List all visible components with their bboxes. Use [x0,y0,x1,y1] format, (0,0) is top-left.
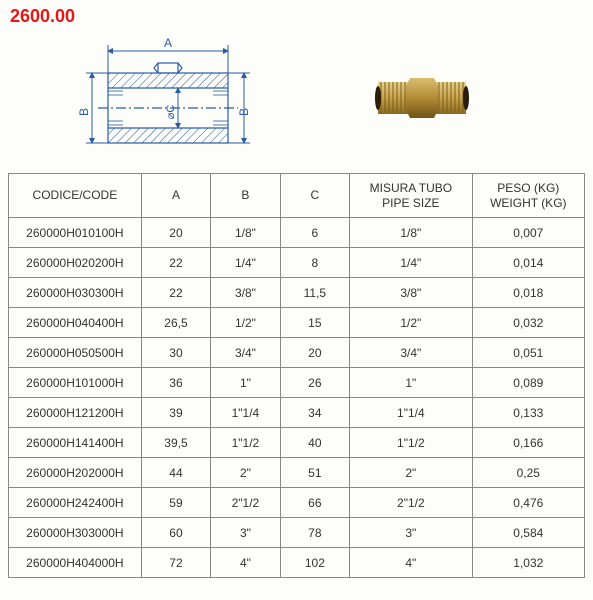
dim-B-right-label: B [237,108,251,116]
table-cell: 260000H020200H [9,248,142,278]
col-header-3: C [280,174,349,218]
table-cell: 260000H141400H [9,428,142,458]
table-cell: 260000H303000H [9,518,142,548]
col-header-5: PESO (KG)WEIGHT (KG) [472,174,584,218]
table-row: 260000H121200H391"1/4341"1/40,133 [9,398,585,428]
table-cell: 1/8" [350,218,473,248]
table-cell: 51 [280,458,349,488]
table-cell: 2" [350,458,473,488]
table-cell: 2" [211,458,280,488]
table-cell: 60 [141,518,210,548]
table-cell: 11,5 [280,278,349,308]
table-cell: 3" [211,518,280,548]
table-cell: 1" [350,368,473,398]
table-cell: 1,032 [472,548,584,578]
table-cell: 0,007 [472,218,584,248]
table-cell: 26,5 [141,308,210,338]
table-row: 260000H404000H724"1024"1,032 [9,548,585,578]
col-header-1: A [141,174,210,218]
dim-A-label: A [164,36,172,50]
dim-B-left-label: B [77,108,91,116]
table-row: 260000H020200H221/4"81/4"0,014 [9,248,585,278]
table-row: 260000H040400H26,51/2"151/2"0,032 [9,308,585,338]
table-row: 260000H242400H592"1/2662"1/20,476 [9,488,585,518]
page-title: 2600.00 [10,6,585,27]
table-cell: 0,018 [472,278,584,308]
table-cell: 15 [280,308,349,338]
table-cell: 39,5 [141,428,210,458]
table-cell: 0,584 [472,518,584,548]
table-cell: 36 [141,368,210,398]
table-cell: 1"1/2 [350,428,473,458]
col-header-2: B [211,174,280,218]
table-cell: 1/2" [350,308,473,338]
table-cell: 260000H010100H [9,218,142,248]
table-cell: 22 [141,278,210,308]
table-cell: 0,133 [472,398,584,428]
table-cell: 0,166 [472,428,584,458]
table-cell: 260000H030300H [9,278,142,308]
table-row: 260000H050500H303/4"203/4"0,051 [9,338,585,368]
table-row: 260000H141400H39,51"1/2401"1/20,166 [9,428,585,458]
table-cell: 3/8" [211,278,280,308]
table-cell: 44 [141,458,210,488]
table-cell: 1/2" [211,308,280,338]
table-cell: 4" [211,548,280,578]
table-cell: 1"1/4 [350,398,473,428]
table-cell: 6 [280,218,349,248]
table-cell: 72 [141,548,210,578]
table-cell: 0,25 [472,458,584,488]
table-cell: 1"1/4 [211,398,280,428]
spec-table: CODICE/CODEABCMISURA TUBOPIPE SIZEPESO (… [8,173,585,578]
table-cell: 3/4" [350,338,473,368]
table-row: 260000H303000H603"783"0,584 [9,518,585,548]
table-cell: 260000H101000H [9,368,142,398]
table-cell: 0,014 [472,248,584,278]
table-cell: 260000H050500H [9,338,142,368]
table-cell: 8 [280,248,349,278]
table-row: 260000H202000H442"512"0,25 [9,458,585,488]
table-cell: 3" [350,518,473,548]
table-cell: 1/8" [211,218,280,248]
table-cell: 3/8" [350,278,473,308]
table-cell: 59 [141,488,210,518]
table-cell: 3/4" [211,338,280,368]
table-cell: 20 [280,338,349,368]
table-row: 260000H101000H361"261"0,089 [9,368,585,398]
table-cell: 4" [350,548,473,578]
part-photo [368,58,478,138]
col-header-4: MISURA TUBOPIPE SIZE [350,174,473,218]
table-cell: 66 [280,488,349,518]
table-cell: 78 [280,518,349,548]
table-cell: 0,089 [472,368,584,398]
table-cell: 0,051 [472,338,584,368]
table-cell: 1" [211,368,280,398]
table-row: 260000H010100H201/8"61/8"0,007 [9,218,585,248]
table-cell: 1/4" [211,248,280,278]
table-cell: 1"1/2 [211,428,280,458]
table-cell: 30 [141,338,210,368]
table-cell: 102 [280,548,349,578]
table-cell: 40 [280,428,349,458]
table-cell: 20 [141,218,210,248]
table-row: 260000H030300H223/8"11,53/8"0,018 [9,278,585,308]
table-cell: 260000H202000H [9,458,142,488]
table-cell: 22 [141,248,210,278]
table-cell: 1/4" [350,248,473,278]
technical-drawing: A B B ⌀C [48,33,268,163]
table-cell: 2"1/2 [211,488,280,518]
table-cell: 260000H404000H [9,548,142,578]
table-cell: 260000H121200H [9,398,142,428]
col-header-0: CODICE/CODE [9,174,142,218]
table-cell: 260000H040400H [9,308,142,338]
table-cell: 2"1/2 [350,488,473,518]
table-cell: 0,032 [472,308,584,338]
table-cell: 26 [280,368,349,398]
table-cell: 0,476 [472,488,584,518]
table-cell: 34 [280,398,349,428]
table-cell: 260000H242400H [9,488,142,518]
dim-C-label: ⌀C [165,105,177,120]
table-cell: 39 [141,398,210,428]
